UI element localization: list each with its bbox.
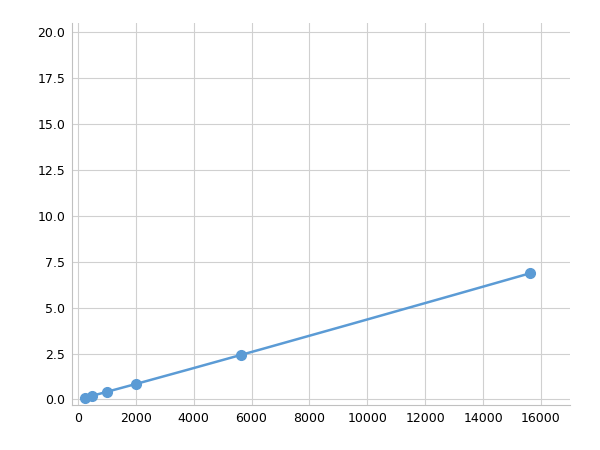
- Point: [236, 351, 245, 359]
- Point: [88, 392, 97, 399]
- Point: [80, 394, 90, 401]
- Point: [131, 380, 140, 387]
- Point: [526, 270, 535, 277]
- Point: [102, 388, 112, 396]
